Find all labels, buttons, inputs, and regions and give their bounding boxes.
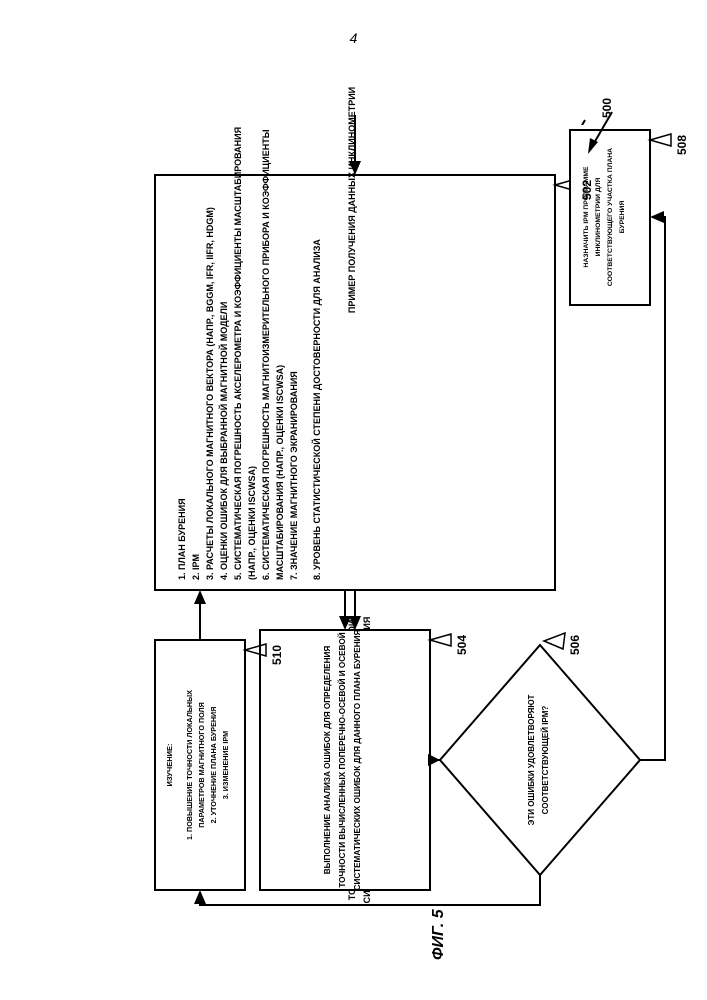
b510-l3: 2. УТОЧНЕНИЕ ПЛАНА БУРЕНИЯ bbox=[209, 707, 218, 824]
ref-500: 500 bbox=[600, 98, 614, 118]
ref-508: 508 bbox=[675, 135, 689, 155]
ref-510: 510 bbox=[270, 645, 284, 665]
arrow-510-502 bbox=[194, 590, 206, 640]
b506-l1b: ЭТИ ОШИБКИ УДОВЛЕТВОРЯЮТ bbox=[527, 695, 536, 826]
b508-l2f: ИНКЛИНОМЕТРИИ ДЛЯ bbox=[595, 177, 602, 256]
b504-l2b: ТОЧНОСТИ ВЫЧИСЛЕННЫХ ПОПЕРЕЧНО-ОСЕВОЙ И … bbox=[336, 632, 347, 887]
ref-506: 506 bbox=[568, 635, 582, 655]
b504-l1b: ВЫПОЛНЕНИЕ АНАЛИЗА ОШИБОК ДЛЯ ОПРЕДЕЛЕНИ… bbox=[323, 646, 332, 875]
b502-l1: 1. ПЛАН БУРЕНИЯ bbox=[177, 498, 187, 580]
b504-l3b: СИСТЕМАТИЧЕСКИХ ОШИБОК ДЛЯ ДАННОГО ПЛАНА… bbox=[353, 629, 362, 890]
b502-l4: 4. ОЦЕНКИ ОШИБОК ДЛЯ ВЫБРАННОЙ МАГНИТНОЙ… bbox=[218, 302, 229, 580]
b508-l4f: БУРЕНИЯ bbox=[619, 201, 626, 234]
b502-title: ПРИМЕР ПОЛУЧЕНИЯ ДАННЫХ ИНКЛИНОМЕТРИИ bbox=[347, 87, 357, 313]
b502-l7: 6. СИСТЕМАТИЧЕСКАЯ ПОГРЕШНОСТЬ МАГНИТОИЗ… bbox=[261, 129, 271, 580]
b510-l2: ПАРАМЕТРОВ МАГНИТНОГО ПОЛЯ bbox=[197, 702, 206, 828]
ref-502: 502 bbox=[580, 180, 594, 200]
b502-l9: 7. ЗНАЧЕНИЕ МАГНИТНОГО ЭКРАНИРОВАНИЯ bbox=[289, 371, 299, 580]
b502-l2: 2. IPM bbox=[191, 554, 201, 580]
ref-504: 504 bbox=[455, 635, 469, 655]
b510-title: ИЗУЧЕНИЕ: bbox=[165, 743, 174, 786]
b508-l3f: СООТВЕТСТВУЮЩЕГО УЧАСТКА ПЛАНА bbox=[607, 148, 614, 286]
b510-l4: 3. ИЗМЕНЕНИЕ IPM bbox=[221, 731, 230, 799]
b502-l5: 5. СИСТЕМАТИЧЕСКАЯ ПОГРЕШНОСТЬ АКСЕЛЕРОМ… bbox=[233, 127, 243, 580]
figure-caption: ФИГ. 5 bbox=[430, 909, 448, 960]
b502-l3: 3. РАСЧЕТЫ ЛОКАЛЬНОГО МАГНИТНОГО ВЕКТОРА… bbox=[205, 207, 215, 580]
b502-l6: (НАПР., ОЦЕНКИ ISCWSA) bbox=[247, 466, 257, 580]
box-504-redraw: ВЫПОЛНЕНИЕ АНАЛИЗА ОШИБОК ДЛЯ ОПРЕДЕЛЕНИ… bbox=[260, 629, 451, 890]
diagram-svg: ПРИМЕР ПОЛУЧЕНИЯ ДАННЫХ ИНКЛИНОМЕТРИИ 1.… bbox=[0, 0, 707, 1000]
svg-text:ПРИМЕР ПОЛУЧЕНИЯ ДАННЫХ ИНКЛИН: ПРИМЕР ПОЛУЧЕНИЯ ДАННЫХ ИНКЛИНОМЕТРИИ bbox=[347, 87, 357, 313]
b502-l8: МАСШТАБИРОВАНИЯ (НАПР., ОЦЕНКИ ISCWSA) bbox=[275, 365, 285, 580]
b506-l2b: СООТВЕТСТВУЮЩЕЙ IPM? bbox=[541, 706, 550, 815]
box-510: ИЗУЧЕНИЕ: 1. ПОВЫШЕНИЕ ТОЧНОСТИ ЛОКАЛЬНЫ… bbox=[155, 640, 266, 890]
b502-l10: 8. УРОВЕНЬ СТАТИСТИЧЕСКОЙ СТЕПЕНИ ДОСТОВ… bbox=[311, 239, 322, 580]
b510-l1: 1. ПОВЫШЕНИЕ ТОЧНОСТИ ЛОКАЛЬНЫХ bbox=[185, 690, 194, 840]
page: 4 ПРИМЕР ПОЛУЧЕНИЯ ДАННЫХ ИНКЛИНОМЕТРИИ … bbox=[0, 0, 707, 1000]
